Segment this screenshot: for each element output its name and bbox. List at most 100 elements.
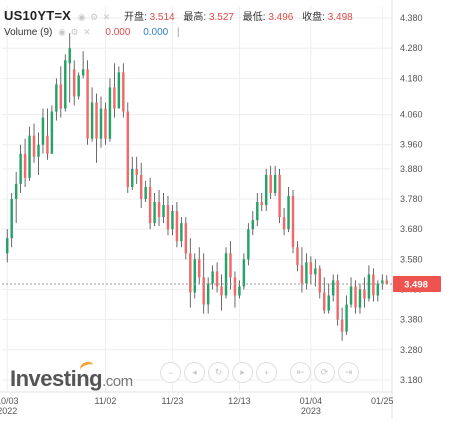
- candle-layer: [6, 33, 388, 341]
- last-price-label: 3.498: [404, 280, 428, 291]
- candle-up: [108, 87, 112, 139]
- candle-up: [19, 153, 22, 184]
- candle-up: [162, 205, 165, 218]
- candle-down: [323, 292, 326, 311]
- candle-up: [68, 48, 71, 64]
- candle-down: [86, 69, 89, 139]
- zoom-in-icon[interactable]: +: [256, 362, 277, 383]
- scroll-left-icon[interactable]: ⇤: [290, 362, 311, 383]
- candle-up: [55, 84, 58, 112]
- candle-up: [242, 259, 246, 287]
- y-tick-label: 4.280: [400, 43, 423, 53]
- candle-down: [126, 111, 130, 187]
- candle-down: [260, 202, 263, 206]
- candle-up: [206, 283, 210, 305]
- legend-settings-icons[interactable]: ◉ ⚙ ✕: [77, 12, 112, 22]
- candle-down: [220, 286, 223, 296]
- candle-up: [90, 102, 94, 139]
- y-tick-label: 3.180: [400, 375, 423, 385]
- candle-down: [23, 153, 27, 178]
- volume-value-2: 0.000: [143, 27, 169, 38]
- candle-down: [318, 268, 322, 293]
- candle-down: [184, 223, 188, 254]
- candle-up: [331, 280, 335, 296]
- candle-down: [139, 174, 143, 199]
- candle-up: [180, 223, 183, 242]
- candle-up: [381, 280, 384, 284]
- candle-up: [41, 117, 45, 145]
- candle-down: [157, 202, 161, 218]
- y-tick-label: 4.060: [400, 110, 423, 120]
- candle-up: [305, 262, 308, 284]
- open-label: 开盘:: [124, 12, 147, 23]
- y-tick-label: 3.280: [400, 345, 423, 355]
- candle-up: [349, 286, 353, 305]
- candle-down: [300, 265, 304, 284]
- candle-up: [211, 271, 214, 284]
- pan-left-icon[interactable]: ◂: [184, 362, 205, 383]
- candle-up: [144, 186, 147, 199]
- y-tick-label: 4.380: [400, 13, 423, 23]
- candle-down: [269, 174, 272, 193]
- candle-down: [291, 195, 295, 248]
- grid-layer: [0, 0, 393, 419]
- pan-right-icon[interactable]: ▸: [232, 362, 253, 383]
- candle-down: [148, 186, 152, 224]
- reset-icon[interactable]: ↻: [208, 362, 229, 383]
- symbol-label: US10YT=X: [4, 8, 71, 23]
- y-tick-label: 3.880: [400, 164, 423, 174]
- volume-legend: Volume (9) ◉ ⚙ ✕ 0.000 0.000 |: [4, 27, 180, 38]
- candle-down: [336, 280, 339, 320]
- candle-down: [233, 277, 237, 296]
- candle-down: [309, 262, 313, 275]
- x-tick-label: 12/13: [228, 396, 251, 406]
- candle-up: [273, 174, 277, 193]
- candle-down: [166, 205, 170, 230]
- open-value: 3.514: [149, 12, 175, 23]
- candle-up: [287, 195, 290, 230]
- scroll-right-icon[interactable]: ⇥: [338, 362, 359, 383]
- candle-down: [296, 247, 299, 266]
- candle-up: [224, 253, 228, 296]
- candle-down: [189, 253, 192, 293]
- candle-up: [314, 268, 317, 275]
- y-tick-label: 4.180: [400, 73, 423, 83]
- candle-down: [46, 135, 49, 154]
- candle-down: [122, 72, 125, 112]
- volume-value-1: 0.000: [105, 27, 131, 38]
- candle-down: [72, 69, 76, 97]
- volume-settings-icons[interactable]: ◉ ⚙ ✕: [58, 27, 92, 37]
- candle-up: [14, 183, 18, 199]
- x-tick-year-label: 2022: [0, 406, 17, 416]
- candle-up: [37, 144, 40, 157]
- candle-up: [376, 283, 380, 296]
- candle-up: [247, 229, 250, 260]
- x-tick-year-label: 2023: [301, 406, 321, 416]
- y-tick-label: 3.960: [400, 140, 423, 150]
- refresh-icon[interactable]: ⟳: [314, 362, 335, 383]
- x-tick-label: 01/25: [371, 396, 394, 406]
- candle-up: [345, 304, 348, 332]
- volume-divider: |: [177, 27, 180, 38]
- x-tick-label: 10/03: [0, 396, 18, 406]
- low-label: 最低:: [242, 12, 266, 23]
- candle-up: [50, 111, 54, 154]
- logo-main-text: Investing: [10, 366, 103, 391]
- candle-down: [215, 271, 219, 287]
- ohlc-legend: US10YT=X ◉ ⚙ ✕ 开盘: 3.514 最高: 3.527 最低: 3…: [4, 8, 353, 23]
- chart-toolbar: − ◂ ↻ ▸ + ⇤ ⟳ ⇥: [160, 362, 359, 383]
- y-tick-label: 3.780: [400, 194, 423, 204]
- candle-down: [202, 277, 205, 305]
- close-label: 收盘:: [302, 12, 325, 23]
- candle-up: [238, 286, 241, 296]
- high-value: 3.527: [208, 12, 234, 23]
- candle-up: [251, 220, 255, 230]
- candle-up: [6, 238, 9, 254]
- candle-up: [131, 168, 134, 187]
- candle-up: [28, 135, 31, 178]
- volume-label: Volume (9): [4, 27, 53, 38]
- candle-up: [327, 295, 330, 311]
- zoom-out-icon[interactable]: −: [160, 362, 181, 383]
- candle-up: [81, 69, 85, 76]
